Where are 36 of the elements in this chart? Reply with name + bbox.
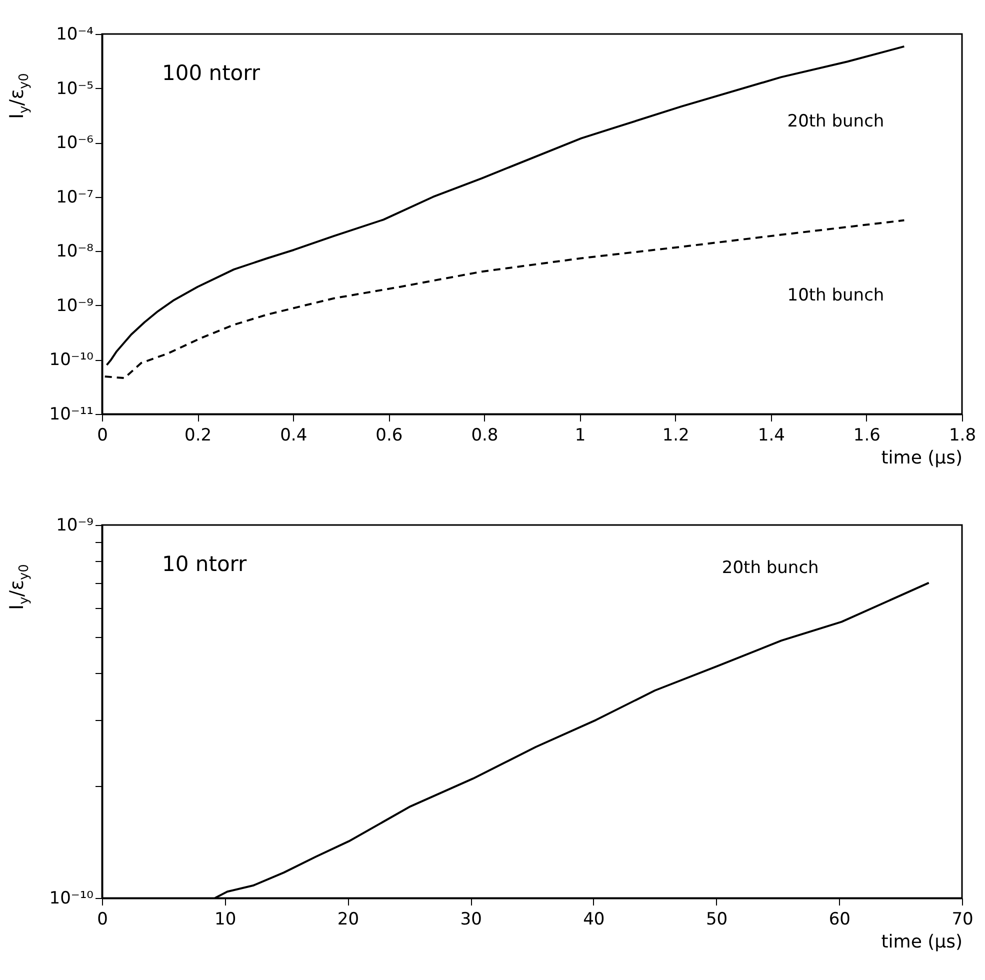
- annotation: 100 ntorr: [162, 61, 260, 85]
- x-tick-label: 1.4: [758, 426, 785, 446]
- x-tick-label: 40: [583, 910, 605, 930]
- x-tick-label: 20: [337, 910, 360, 930]
- x-axis-title: time (μs): [881, 932, 962, 952]
- text: 10th bunch: [787, 285, 884, 306]
- x-tick-label: 70: [952, 910, 974, 930]
- x-tick-label: 0.6: [376, 426, 403, 446]
- x-axis-title: time (μs): [881, 448, 962, 468]
- y-tick-label: 10⁻⁹: [56, 516, 94, 536]
- x-tick-label: 30: [460, 910, 482, 930]
- x-tick-label: 0.8: [471, 426, 498, 446]
- x-tick-label: 0.4: [280, 426, 308, 446]
- y-tick-label: 10⁻¹¹: [49, 404, 94, 424]
- y-tick-label: 10⁻⁸: [56, 242, 94, 262]
- text: 20th bunch: [722, 558, 819, 578]
- x-tick-label: 1: [574, 426, 586, 446]
- x-tick-label: 0.2: [184, 426, 212, 446]
- y-tick-label: 10⁻⁴: [56, 24, 94, 44]
- x-tick-label: 1.6: [853, 426, 880, 446]
- line-series: [106, 45, 906, 366]
- annotation: 10 ntorr: [162, 552, 248, 576]
- x-tick-label: 1.2: [662, 426, 690, 446]
- x-tick-label: 10: [214, 910, 236, 930]
- y-tick-label: 10⁻⁵: [56, 78, 94, 99]
- text: 20th bunch: [787, 111, 884, 132]
- x-tick-label: 0: [97, 910, 108, 930]
- y-tick-label: 10⁻⁶: [56, 133, 94, 154]
- x-tick-label: 0: [97, 426, 108, 446]
- x-tick-label: 60: [828, 910, 850, 930]
- y-tick-label: 10⁻⁷: [56, 187, 94, 208]
- x-tick-label: 1.8: [948, 426, 976, 446]
- y-tick-label: 10⁻¹⁰: [49, 350, 94, 370]
- y-tick-label: 10⁻⁹: [56, 296, 94, 316]
- x-tick-label: 50: [706, 910, 728, 930]
- y-tick-label: 10⁻¹⁰: [49, 888, 94, 908]
